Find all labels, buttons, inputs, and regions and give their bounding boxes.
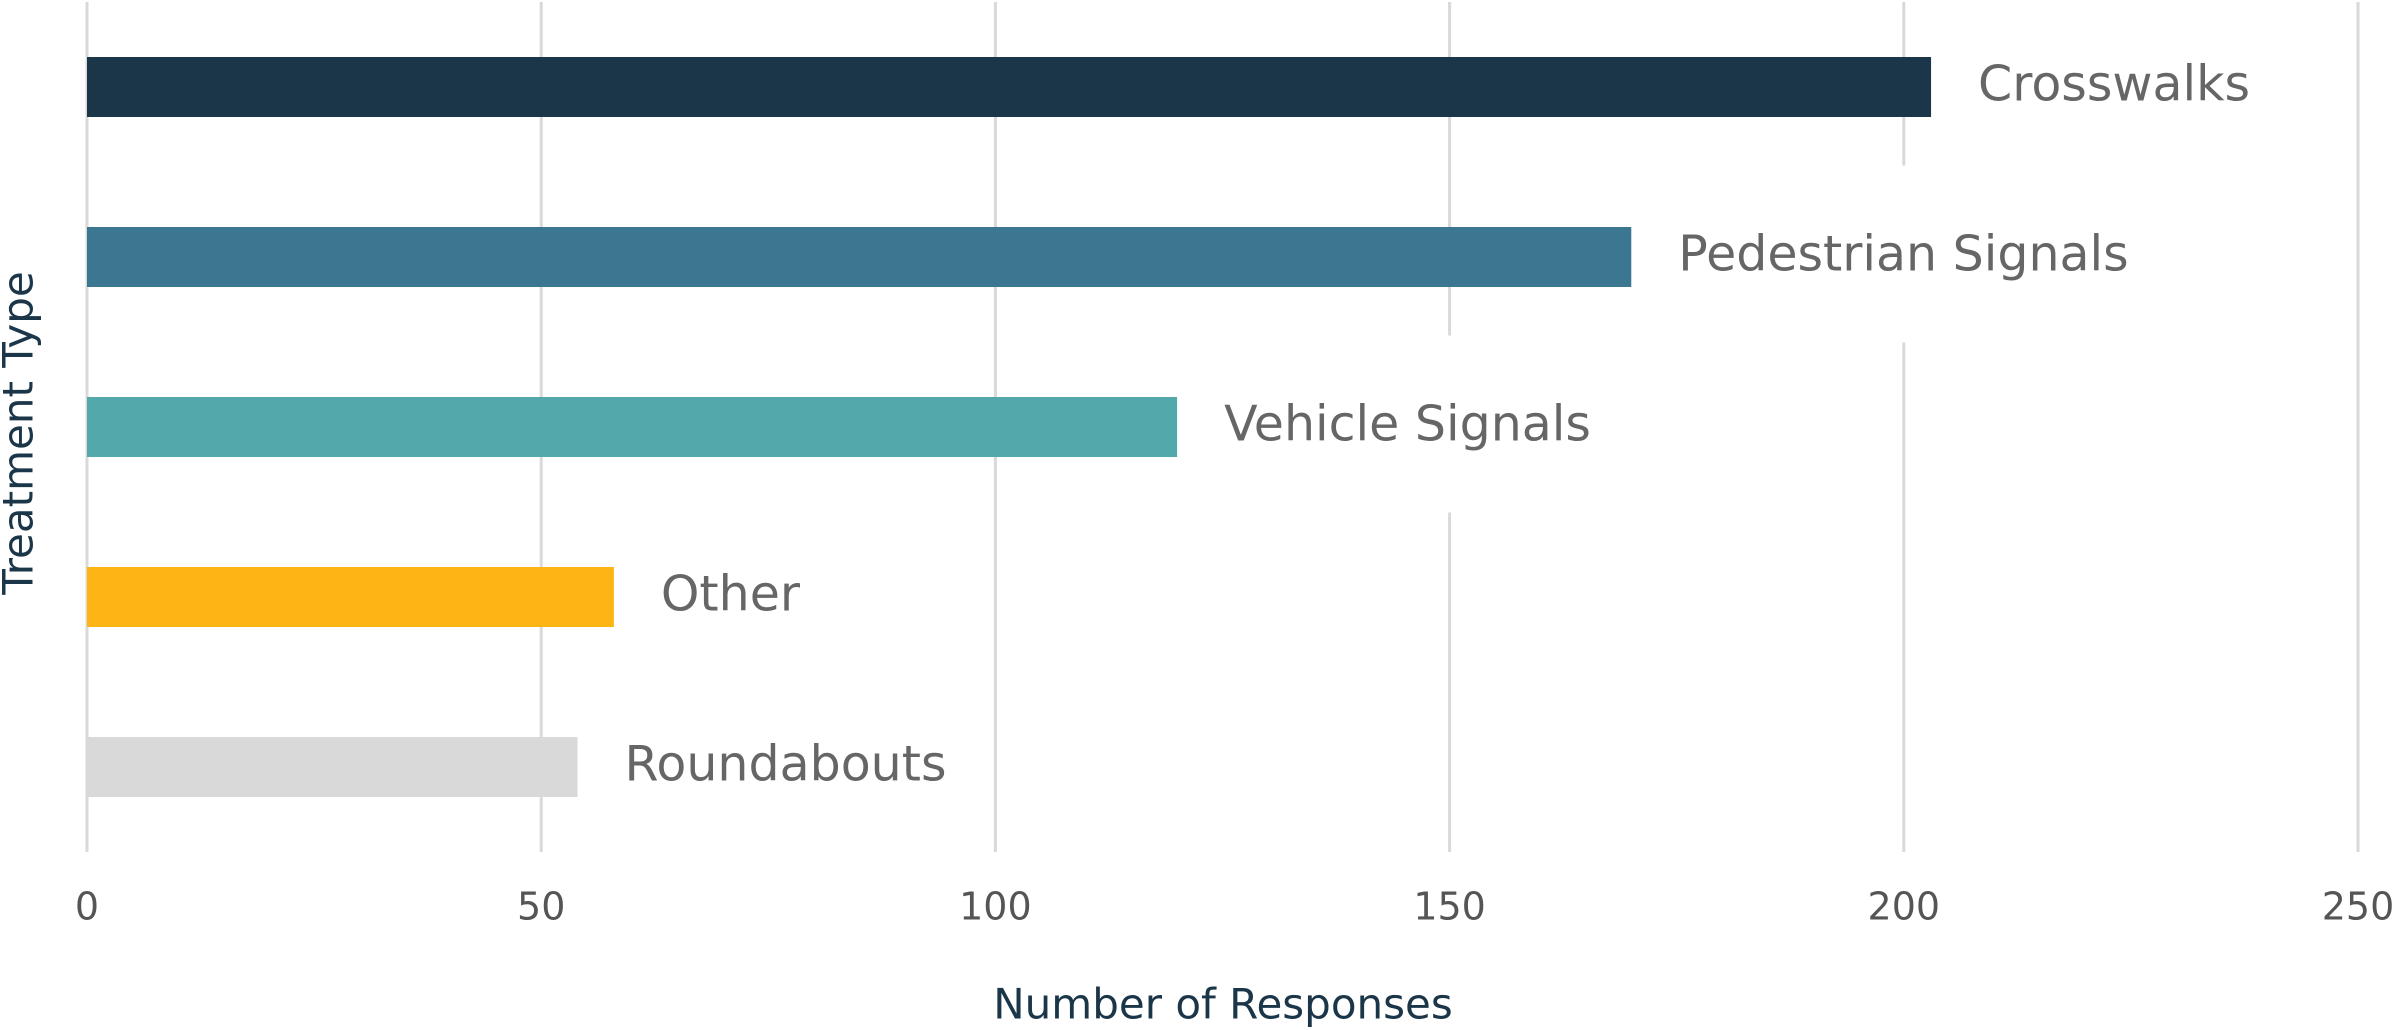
bar (87, 227, 1632, 287)
x-tick-label: 150 (1413, 885, 1486, 929)
y-axis-title: Treatment Type (0, 271, 43, 596)
x-tick-label: 50 (517, 885, 565, 929)
label-background (640, 505, 821, 683)
category-label: Crosswalks (1978, 56, 2250, 113)
bar (87, 567, 614, 627)
x-tick-label: 200 (1868, 885, 1941, 929)
bar (87, 737, 578, 797)
x-tick-label: 100 (959, 885, 1032, 929)
label-background (1958, 0, 2271, 173)
x-tick-label: 250 (2322, 885, 2395, 929)
category-label: Roundabouts (625, 736, 947, 793)
x-tick-label: 0 (75, 885, 99, 929)
label-background (604, 675, 967, 853)
bar (87, 57, 1932, 117)
category-label: Other (661, 566, 801, 623)
category-label: Pedestrian Signals (1678, 226, 2128, 283)
x-axis-title: Number of Responses (993, 980, 1453, 1029)
bar (87, 397, 1178, 457)
category-label: Vehicle Signals (1224, 396, 1591, 453)
label-background (1658, 165, 2149, 343)
label-background (1204, 335, 1611, 513)
